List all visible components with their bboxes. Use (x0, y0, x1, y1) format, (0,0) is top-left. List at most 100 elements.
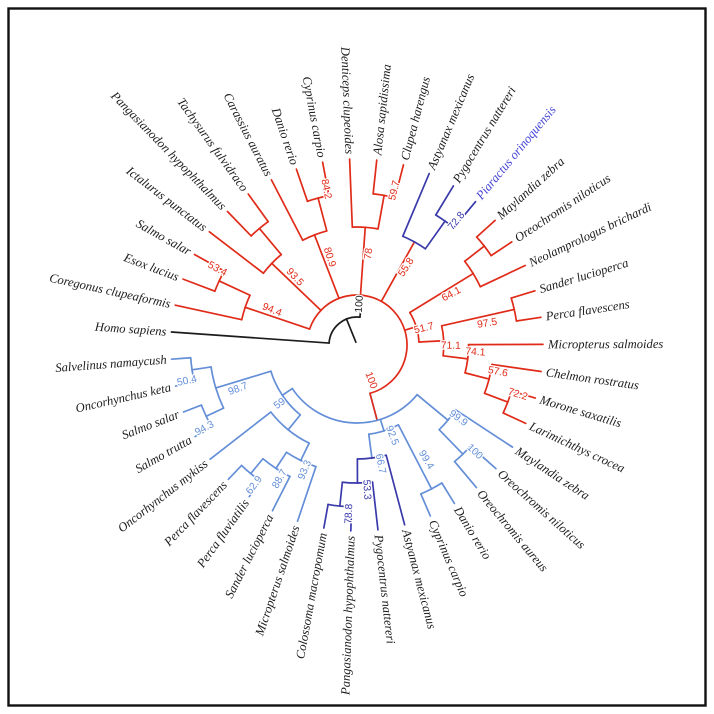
support-value-label: 64.1 (440, 285, 463, 304)
species-tip-label: Sander lucioperca (538, 256, 630, 296)
support-value-label: 71.1 (441, 341, 461, 352)
tip-branch (454, 408, 514, 448)
tip-branch (491, 363, 542, 373)
node-arc (270, 370, 284, 397)
node-arc (413, 241, 427, 250)
support-value-label: 62.9 (244, 474, 265, 497)
node-arc (189, 356, 193, 371)
internal-branch (483, 392, 509, 403)
node-arc (444, 220, 455, 229)
node-arc (356, 457, 373, 460)
node-arc (250, 227, 261, 237)
tip-branch (440, 482, 456, 505)
tip-branch (453, 200, 477, 229)
node-arc (285, 451, 302, 462)
support-value-label: 53.3 (360, 479, 372, 500)
internal-branch (218, 280, 251, 297)
internal-branch (317, 197, 328, 232)
species-tip-label: Salmo salar (120, 407, 182, 442)
internal-branch (313, 234, 340, 300)
node-arc (430, 482, 443, 490)
internal-branch (299, 442, 311, 462)
internal-branch (416, 393, 449, 422)
tip-branch (490, 241, 513, 257)
tip-branch (371, 481, 379, 531)
internal-branch (403, 325, 418, 332)
tip-branch (182, 278, 216, 293)
node-arc (513, 308, 518, 322)
tip-branch (182, 404, 203, 413)
internal-branch (440, 308, 516, 327)
support-value-label: 59.7 (387, 179, 403, 201)
node-arc (383, 194, 396, 199)
species-tip-label: Micropterus salmoides (547, 337, 663, 351)
node-arc (258, 220, 270, 230)
support-value-label: 57.6 (487, 365, 509, 380)
tip-branch (321, 161, 330, 197)
backbone-arc (308, 294, 408, 395)
internal-branch (408, 272, 475, 314)
support-value-label: 78.8 (343, 503, 355, 524)
clade-stem-branch (369, 392, 379, 422)
node-arc (415, 325, 420, 343)
node-arc (502, 401, 509, 414)
support-value-label: 92.5 (383, 424, 401, 447)
tip-branch (296, 465, 317, 523)
support-value-label: 59 (272, 396, 288, 412)
node-arc (419, 487, 433, 495)
internal-branch (359, 226, 367, 296)
node-arc (218, 270, 226, 282)
tip-branch (248, 480, 262, 498)
node-arc (327, 503, 341, 507)
tip-branch (170, 356, 192, 361)
support-value-label: 50.4 (176, 374, 198, 389)
internal-branch (379, 418, 385, 432)
tip-branch (170, 331, 330, 344)
tip-branch (271, 475, 291, 512)
tip-branch (453, 460, 478, 489)
tip-branch (349, 506, 353, 532)
species-tip-label: Chelmon rostratus (545, 365, 640, 392)
internal-branch (191, 366, 212, 371)
internal-branch (418, 339, 445, 343)
backbone-arc (291, 387, 418, 424)
node-arc (510, 297, 516, 311)
tip-branch (515, 316, 542, 322)
tip-branch (226, 210, 252, 237)
node-arc (262, 457, 277, 470)
internal-branch (367, 433, 373, 459)
clade-stem-branch (359, 294, 364, 319)
tip-branch (502, 412, 527, 425)
root-stub-branch (345, 318, 357, 344)
internal-branch (287, 414, 302, 431)
support-value-label: 99.9 (447, 408, 470, 429)
internal-branch (275, 451, 288, 470)
node-arc (262, 262, 273, 275)
species-tip-label: Danio rerio (451, 503, 495, 562)
internal-branch (270, 262, 322, 312)
root-arc (328, 316, 361, 344)
node-arc (214, 280, 221, 293)
node-arc (438, 419, 449, 431)
node-arc (240, 464, 252, 475)
tip-branch (295, 168, 309, 203)
node-arc (464, 358, 469, 374)
species-tip-label: Clupea harengus (398, 75, 433, 162)
node-arc (367, 430, 385, 436)
internal-branch (424, 220, 446, 250)
node-arc (214, 387, 225, 409)
species-tip-label: Danio rerio (268, 105, 301, 167)
tip-branch (348, 158, 354, 228)
internal-branch (380, 241, 416, 303)
node-arc (472, 272, 482, 288)
tip-branch (510, 289, 536, 299)
support-value-label: 72.8 (446, 210, 467, 233)
internal-branch (397, 424, 433, 490)
figure-border-frame (7, 7, 707, 707)
species-tip-label: Pygocentrus nattereri (371, 533, 397, 645)
internal-branch (258, 227, 283, 256)
tip-branch (479, 264, 527, 288)
support-value-label: 55.8 (397, 256, 417, 279)
species-tip-label: Colossoma macropomum (293, 532, 330, 660)
tip-branch (209, 411, 272, 461)
